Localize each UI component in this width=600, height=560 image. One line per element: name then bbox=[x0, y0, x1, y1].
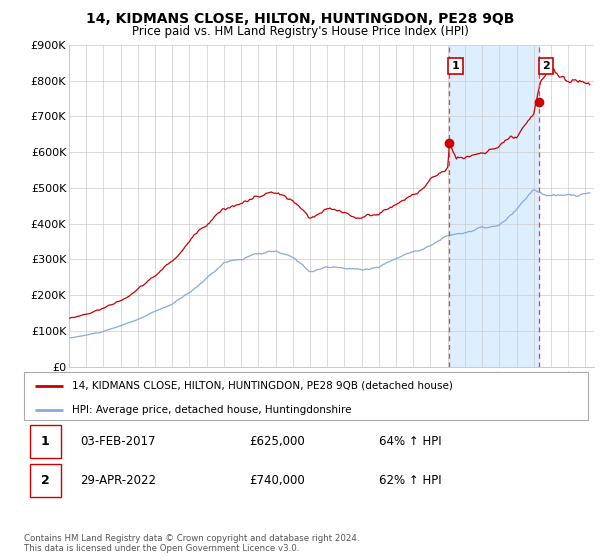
Text: 2: 2 bbox=[41, 474, 50, 487]
Text: 29-APR-2022: 29-APR-2022 bbox=[80, 474, 157, 487]
Text: Contains HM Land Registry data © Crown copyright and database right 2024.
This d: Contains HM Land Registry data © Crown c… bbox=[24, 534, 359, 553]
Text: £740,000: £740,000 bbox=[250, 474, 305, 487]
Text: 1: 1 bbox=[452, 61, 460, 71]
Text: 64% ↑ HPI: 64% ↑ HPI bbox=[379, 435, 442, 447]
Bar bbox=[449, 45, 539, 367]
Text: 14, KIDMANS CLOSE, HILTON, HUNTINGDON, PE28 9QB (detached house): 14, KIDMANS CLOSE, HILTON, HUNTINGDON, P… bbox=[72, 381, 453, 391]
Text: 2: 2 bbox=[542, 61, 550, 71]
Text: Price paid vs. HM Land Registry's House Price Index (HPI): Price paid vs. HM Land Registry's House … bbox=[131, 25, 469, 38]
Text: 14, KIDMANS CLOSE, HILTON, HUNTINGDON, PE28 9QB: 14, KIDMANS CLOSE, HILTON, HUNTINGDON, P… bbox=[86, 12, 514, 26]
Bar bbox=[29, 424, 61, 458]
Text: 03-FEB-2017: 03-FEB-2017 bbox=[80, 435, 156, 447]
Text: 1: 1 bbox=[41, 435, 50, 447]
Text: £625,000: £625,000 bbox=[250, 435, 305, 447]
Text: 62% ↑ HPI: 62% ↑ HPI bbox=[379, 474, 442, 487]
Text: HPI: Average price, detached house, Huntingdonshire: HPI: Average price, detached house, Hunt… bbox=[72, 404, 352, 414]
Bar bbox=[29, 464, 61, 497]
